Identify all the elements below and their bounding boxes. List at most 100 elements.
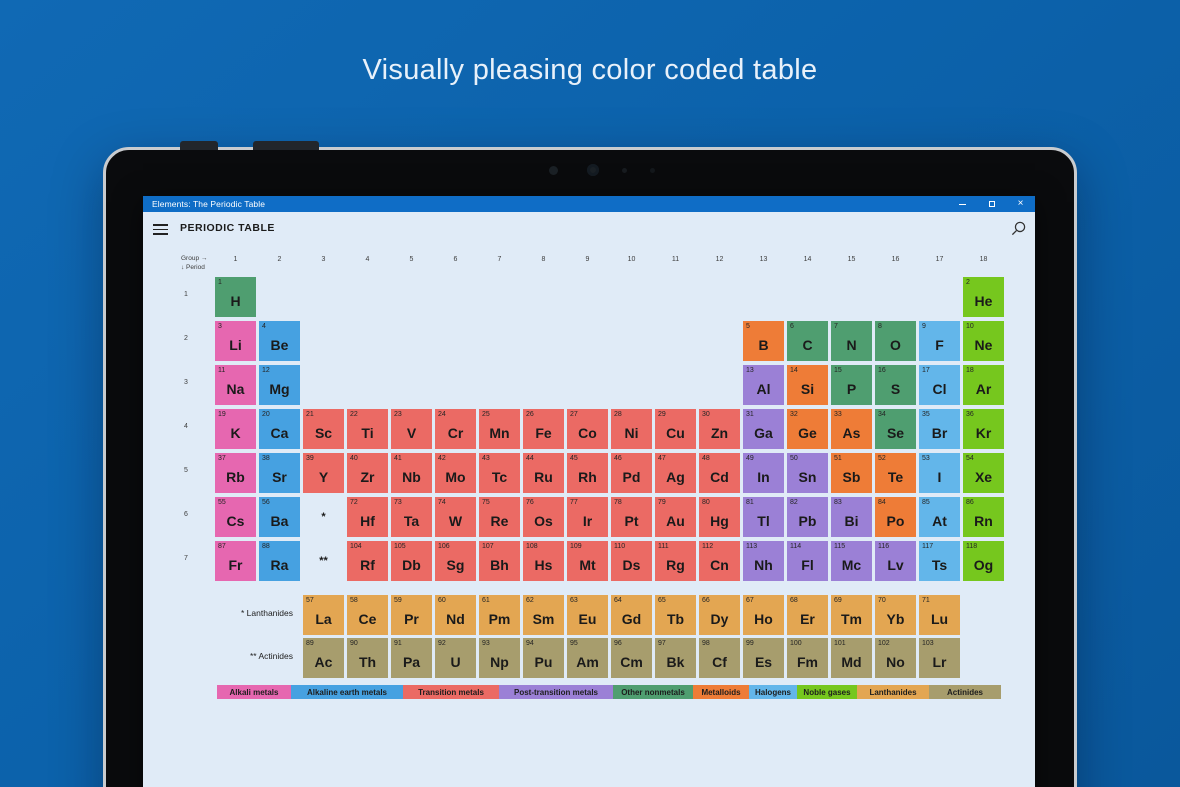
element-cell-am[interactable]: 95 Am [567, 638, 608, 678]
element-cell-pm[interactable]: 61 Pm [479, 595, 520, 635]
element-cell-cl[interactable]: 17 Cl [919, 365, 960, 405]
element-cell-sn[interactable]: 50 Sn [787, 453, 828, 493]
element-cell-pd[interactable]: 46 Pd [611, 453, 652, 493]
element-cell-at[interactable]: 85 At [919, 497, 960, 537]
element-cell-al[interactable]: 13 Al [743, 365, 784, 405]
element-cell-cr[interactable]: 24 Cr [435, 409, 476, 449]
element-cell-fe[interactable]: 26 Fe [523, 409, 564, 449]
element-cell-ce[interactable]: 58 Ce [347, 595, 388, 635]
element-cell-p[interactable]: 15 P [831, 365, 872, 405]
element-cell-sb[interactable]: 51 Sb [831, 453, 872, 493]
element-cell-pu[interactable]: 94 Pu [523, 638, 564, 678]
element-cell-si[interactable]: 14 Si [787, 365, 828, 405]
element-cell-he[interactable]: 2 He [963, 277, 1004, 317]
element-cell-eu[interactable]: 63 Eu [567, 595, 608, 635]
element-cell-pb[interactable]: 82 Pb [787, 497, 828, 537]
menu-button[interactable] [153, 224, 168, 235]
element-cell-mc[interactable]: 115 Mc [831, 541, 872, 581]
element-cell-pt[interactable]: 78 Pt [611, 497, 652, 537]
element-cell-la[interactable]: 57 La [303, 595, 344, 635]
element-cell-as[interactable]: 33 As [831, 409, 872, 449]
element-cell-sc[interactable]: 21 Sc [303, 409, 344, 449]
element-cell-lv[interactable]: 116 Lv [875, 541, 916, 581]
element-cell-ac[interactable]: 89 Ac [303, 638, 344, 678]
search-button[interactable] [1010, 220, 1027, 237]
element-cell-mg[interactable]: 12 Mg [259, 365, 300, 405]
element-cell-se[interactable]: 34 Se [875, 409, 916, 449]
element-cell-np[interactable]: 93 Np [479, 638, 520, 678]
maximize-button[interactable] [977, 196, 1006, 212]
element-cell-cm[interactable]: 96 Cm [611, 638, 652, 678]
element-cell-hs[interactable]: 108 Hs [523, 541, 564, 581]
element-cell-re[interactable]: 75 Re [479, 497, 520, 537]
element-cell-sm[interactable]: 62 Sm [523, 595, 564, 635]
element-cell-cd[interactable]: 48 Cd [699, 453, 740, 493]
element-cell-cs[interactable]: 55 Cs [215, 497, 256, 537]
element-cell-na[interactable]: 11 Na [215, 365, 256, 405]
element-cell-xe[interactable]: 54 Xe [963, 453, 1004, 493]
element-cell-og[interactable]: 118 Og [963, 541, 1004, 581]
element-cell-dy[interactable]: 66 Dy [699, 595, 740, 635]
element-cell-zn[interactable]: 30 Zn [699, 409, 740, 449]
element-cell-gd[interactable]: 64 Gd [611, 595, 652, 635]
element-cell-es[interactable]: 99 Es [743, 638, 784, 678]
element-cell-sg[interactable]: 106 Sg [435, 541, 476, 581]
element-cell-mn[interactable]: 25 Mn [479, 409, 520, 449]
element-cell-sr[interactable]: 38 Sr [259, 453, 300, 493]
element-cell-ge[interactable]: 32 Ge [787, 409, 828, 449]
element-cell-tm[interactable]: 69 Tm [831, 595, 872, 635]
element-cell-nh[interactable]: 113 Nh [743, 541, 784, 581]
element-cell-rf[interactable]: 104 Rf [347, 541, 388, 581]
element-cell-i[interactable]: 53 I [919, 453, 960, 493]
element-cell-mt[interactable]: 109 Mt [567, 541, 608, 581]
element-cell-ni[interactable]: 28 Ni [611, 409, 652, 449]
element-cell-ds[interactable]: 110 Ds [611, 541, 652, 581]
element-cell-ga[interactable]: 31 Ga [743, 409, 784, 449]
element-cell-rn[interactable]: 86 Rn [963, 497, 1004, 537]
element-cell-yb[interactable]: 70 Yb [875, 595, 916, 635]
element-cell-s[interactable]: 16 S [875, 365, 916, 405]
element-cell-li[interactable]: 3 Li [215, 321, 256, 361]
element-cell-be[interactable]: 4 Be [259, 321, 300, 361]
element-cell-ho[interactable]: 67 Ho [743, 595, 784, 635]
element-cell-fm[interactable]: 100 Fm [787, 638, 828, 678]
element-cell-cu[interactable]: 29 Cu [655, 409, 696, 449]
element-cell-lu[interactable]: 71 Lu [919, 595, 960, 635]
element-cell-rh[interactable]: 45 Rh [567, 453, 608, 493]
element-cell-ir[interactable]: 77 Ir [567, 497, 608, 537]
element-cell-os[interactable]: 76 Os [523, 497, 564, 537]
element-cell-tb[interactable]: 65 Tb [655, 595, 696, 635]
element-cell-bh[interactable]: 107 Bh [479, 541, 520, 581]
element-cell-er[interactable]: 68 Er [787, 595, 828, 635]
element-cell-ar[interactable]: 18 Ar [963, 365, 1004, 405]
element-cell-y[interactable]: 39 Y [303, 453, 344, 493]
element-cell-u[interactable]: 92 U [435, 638, 476, 678]
element-cell-db[interactable]: 105 Db [391, 541, 432, 581]
element-cell-ti[interactable]: 22 Ti [347, 409, 388, 449]
element-cell-au[interactable]: 79 Au [655, 497, 696, 537]
element-cell-mo[interactable]: 42 Mo [435, 453, 476, 493]
element-cell-pr[interactable]: 59 Pr [391, 595, 432, 635]
element-cell-nb[interactable]: 41 Nb [391, 453, 432, 493]
element-cell-zr[interactable]: 40 Zr [347, 453, 388, 493]
element-cell-rb[interactable]: 37 Rb [215, 453, 256, 493]
element-cell-md[interactable]: 101 Md [831, 638, 872, 678]
element-cell-ba[interactable]: 56 Ba [259, 497, 300, 537]
element-cell-ne[interactable]: 10 Ne [963, 321, 1004, 361]
element-cell-no[interactable]: 102 No [875, 638, 916, 678]
element-cell-te[interactable]: 52 Te [875, 453, 916, 493]
element-cell-in[interactable]: 49 In [743, 453, 784, 493]
element-cell-tc[interactable]: 43 Tc [479, 453, 520, 493]
element-cell-hg[interactable]: 80 Hg [699, 497, 740, 537]
element-cell-hf[interactable]: 72 Hf [347, 497, 388, 537]
element-cell-fr[interactable]: 87 Fr [215, 541, 256, 581]
element-cell-cf[interactable]: 98 Cf [699, 638, 740, 678]
element-cell-bk[interactable]: 97 Bk [655, 638, 696, 678]
element-cell-ag[interactable]: 47 Ag [655, 453, 696, 493]
element-cell-v[interactable]: 23 V [391, 409, 432, 449]
